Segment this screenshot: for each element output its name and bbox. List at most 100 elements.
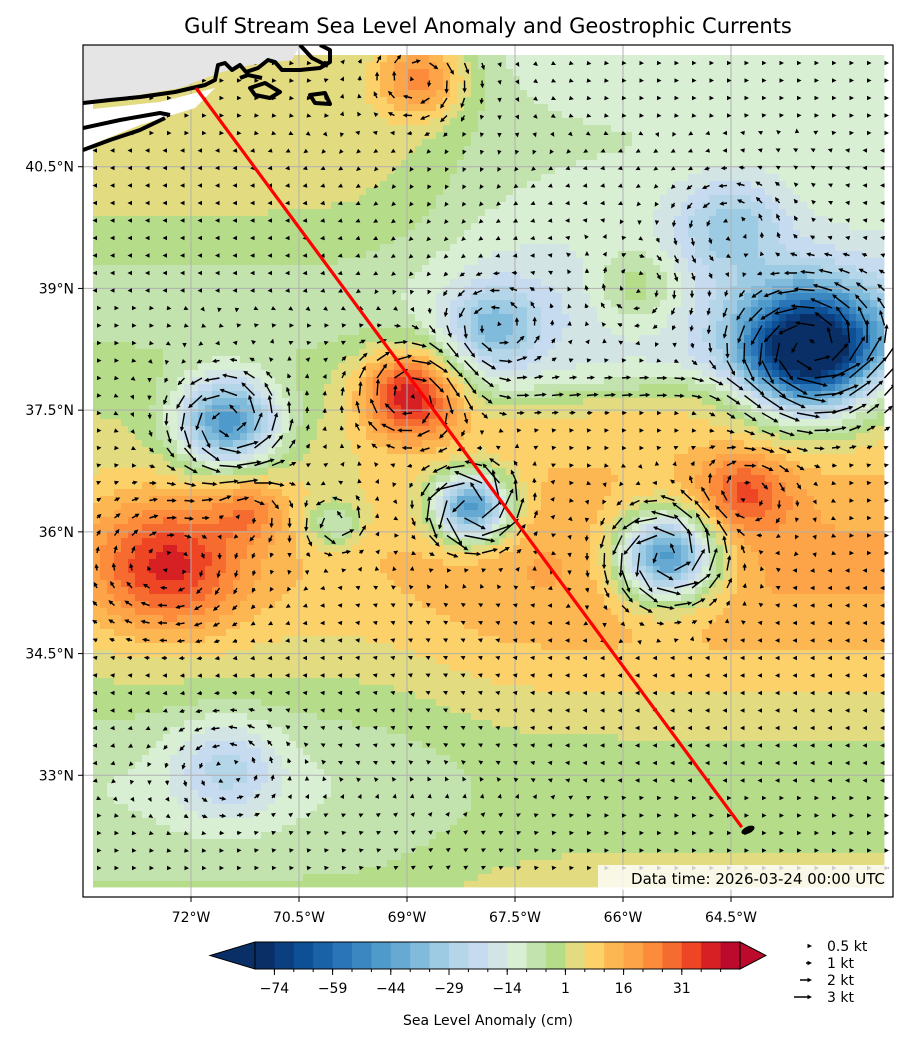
sla-cell xyxy=(135,209,143,217)
sla-cell xyxy=(730,230,738,238)
sla-cell xyxy=(422,83,430,91)
sla-cell xyxy=(667,139,675,147)
sla-cell xyxy=(310,230,318,238)
sla-cell xyxy=(856,111,864,119)
sla-cell xyxy=(233,188,241,196)
sla-cell xyxy=(786,160,794,168)
sla-cell xyxy=(471,272,479,280)
sla-cell xyxy=(478,146,486,154)
sla-cell xyxy=(408,251,416,259)
sla-cell xyxy=(485,188,493,196)
sla-cell xyxy=(870,209,878,217)
sla-cell xyxy=(842,62,850,70)
sla-cell xyxy=(464,223,472,231)
sla-cell xyxy=(849,258,857,266)
sla-cell xyxy=(415,272,423,280)
sla-cell xyxy=(191,307,199,315)
sla-cell xyxy=(590,97,598,105)
sla-cell xyxy=(471,181,479,189)
sla-cell xyxy=(184,188,192,196)
sla-cell xyxy=(394,104,402,112)
sla-cell xyxy=(835,356,843,364)
sla-cell xyxy=(667,223,675,231)
sla-cell xyxy=(583,237,591,245)
sla-cell xyxy=(247,69,255,77)
sla-cell xyxy=(394,153,402,161)
sla-cell xyxy=(513,174,521,182)
sla-cell xyxy=(744,307,752,315)
sla-cell xyxy=(100,342,108,350)
sla-cell xyxy=(170,188,178,196)
sla-cell xyxy=(163,335,171,343)
sla-cell xyxy=(779,202,787,210)
sla-cell xyxy=(282,265,290,273)
sla-cell xyxy=(499,83,507,91)
sla-cell xyxy=(233,125,241,133)
sla-cell xyxy=(653,321,661,329)
sla-cell xyxy=(443,55,451,63)
sla-cell xyxy=(653,104,661,112)
sla-cell xyxy=(331,76,339,84)
sla-cell xyxy=(296,139,304,147)
sla-cell xyxy=(534,174,542,182)
sla-cell xyxy=(156,258,164,266)
sla-cell xyxy=(786,223,794,231)
sla-cell xyxy=(149,321,157,329)
sla-cell xyxy=(562,167,570,175)
sla-cell xyxy=(716,83,724,91)
sla-cell xyxy=(107,230,115,238)
sla-cell xyxy=(226,181,234,189)
sla-cell xyxy=(527,83,535,91)
sla-cell xyxy=(800,146,808,154)
sla-cell xyxy=(751,139,759,147)
sla-cell xyxy=(611,104,619,112)
sla-cell xyxy=(765,293,773,301)
sla-cell xyxy=(261,209,269,217)
sla-cell xyxy=(611,153,619,161)
sla-cell xyxy=(247,104,255,112)
sla-cell xyxy=(821,69,829,77)
sla-cell xyxy=(268,76,276,84)
sla-cell xyxy=(436,55,444,63)
sla-cell xyxy=(247,216,255,224)
sla-cell xyxy=(506,321,514,329)
sla-cell xyxy=(191,258,199,266)
sla-cell xyxy=(401,55,409,63)
sla-cell xyxy=(135,230,143,238)
sla-cell xyxy=(380,111,388,119)
sla-cell xyxy=(289,125,297,133)
sla-cell xyxy=(380,328,388,336)
sla-cell xyxy=(828,167,836,175)
sla-cell xyxy=(870,356,878,364)
sla-cell xyxy=(170,300,178,308)
sla-cell xyxy=(303,314,311,322)
sla-cell xyxy=(282,328,290,336)
sla-cell xyxy=(681,146,689,154)
sla-cell xyxy=(625,244,633,252)
sla-cell xyxy=(667,335,675,343)
sla-cell xyxy=(513,83,521,91)
sla-cell xyxy=(730,174,738,182)
sla-cell xyxy=(716,174,724,182)
sla-cell xyxy=(394,167,402,175)
sla-cell xyxy=(408,230,416,238)
sla-cell xyxy=(562,300,570,308)
sla-cell xyxy=(688,349,696,357)
sla-cell xyxy=(163,237,171,245)
sla-cell xyxy=(170,265,178,273)
sla-cell xyxy=(177,216,185,224)
sla-cell xyxy=(275,272,283,280)
sla-cell xyxy=(149,251,157,259)
sla-cell xyxy=(555,160,563,168)
sla-cell xyxy=(695,195,703,203)
sla-cell xyxy=(268,237,276,245)
sla-cell xyxy=(562,321,570,329)
sla-cell xyxy=(450,111,458,119)
sla-cell xyxy=(674,139,682,147)
sla-cell xyxy=(135,188,143,196)
sla-cell xyxy=(135,132,143,140)
sla-cell xyxy=(149,153,157,161)
sla-cell xyxy=(814,349,822,357)
sla-cell xyxy=(457,258,465,266)
sla-cell xyxy=(478,279,486,287)
